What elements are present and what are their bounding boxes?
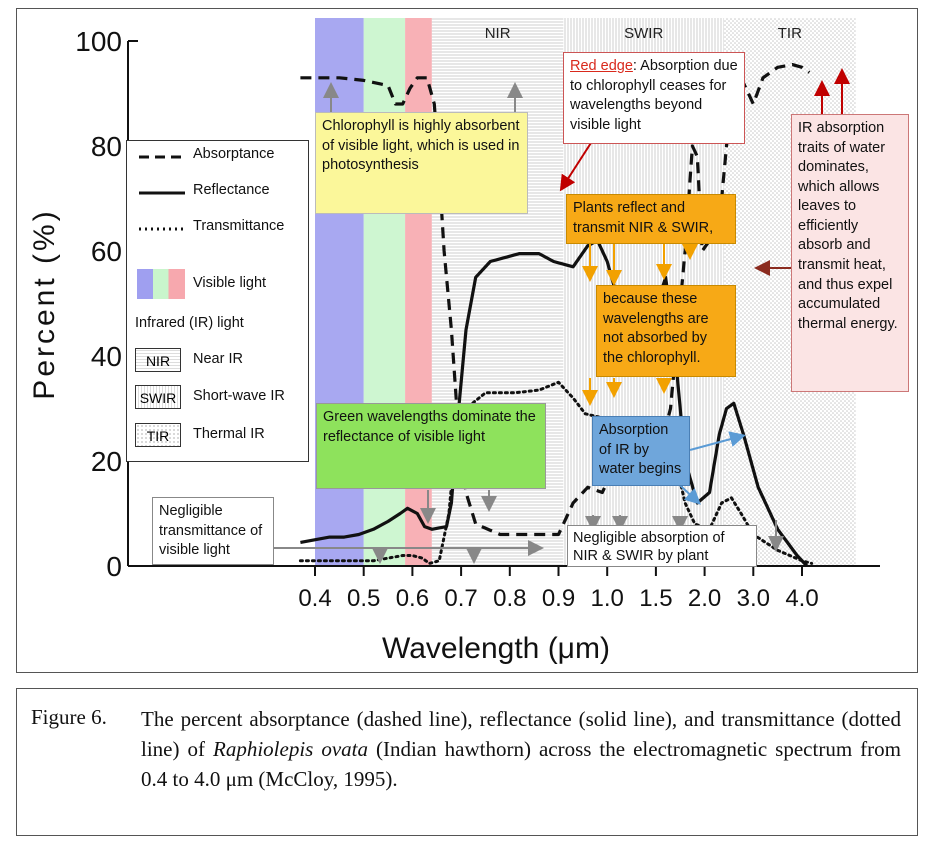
legend-label-absorptance: Absorptance <box>193 146 275 162</box>
y-tick-label: 20 <box>91 446 122 477</box>
x-tick-label: 0.6 <box>396 585 429 612</box>
x-tick-label: 4.0 <box>785 585 818 612</box>
legend-box-nir: NIR <box>135 348 181 372</box>
figure-frame <box>16 8 918 673</box>
legend-label-transmittance: Transmittance <box>193 218 285 234</box>
chart-legend: Absorptance Reflectance Transmittance Vi… <box>126 140 309 462</box>
y-tick-label: 60 <box>91 236 122 267</box>
x-tick-label: 1.0 <box>591 585 624 612</box>
annotation-ir-water: IR absorption traits of water dominates,… <box>791 114 909 392</box>
x-tick-label: 0.4 <box>298 585 331 612</box>
caption-species: Raphiolepis ovata <box>213 736 368 761</box>
x-tick-label: 3.0 <box>737 585 770 612</box>
caption-label: Figure 6. <box>31 705 107 729</box>
band-label-swir: SWIR <box>624 25 663 42</box>
x-tick-label: 2.0 <box>688 585 721 612</box>
legend-box-tir: TIR <box>135 423 181 447</box>
y-tick-label: 0 <box>106 551 122 582</box>
annotation-negligible-transmittance: Negligible transmittance of visible ligh… <box>152 497 274 565</box>
y-tick-label: 100 <box>75 26 122 57</box>
legend-label-reflectance: Reflectance <box>193 182 270 198</box>
x-tick-label: 0.9 <box>542 585 575 612</box>
caption-text: The percent absorptance (dashed line), r… <box>141 705 901 794</box>
x-tick-label: 1.5 <box>639 585 672 612</box>
series-reflectance <box>300 238 809 568</box>
red-edge-text: : Absorption due to chlorophyll ceases f… <box>570 58 738 133</box>
annotation-negligible-absorption: Negligible absorption of NIR & SWIR by p… <box>567 525 757 567</box>
annotation-arrow <box>689 431 746 451</box>
y-tick-label: 40 <box>91 341 122 372</box>
x-tick-label: 0.7 <box>444 585 477 612</box>
caption-text-post: (Indian hawthorn) across the electromagn… <box>141 736 901 791</box>
band-label-nir: NIR <box>485 25 511 42</box>
legend-label-short-wave-ir: Short-wave IR <box>193 388 285 404</box>
annotation-because: because these wavelengths are not absorb… <box>596 285 736 377</box>
legend-label-thermal-ir: Thermal IR <box>193 426 265 442</box>
annotation-plants-reflect: Plants reflect and transmit NIR & SWIR, <box>566 194 736 244</box>
red-edge-title: Red edge <box>570 58 633 74</box>
y-tick-label: 80 <box>91 131 122 162</box>
series-transmittance <box>298 380 814 565</box>
x-tick-label: 0.8 <box>493 585 526 612</box>
x-axis-title: Wavelength (μm) <box>382 632 610 665</box>
legend-visible-swatch <box>137 269 185 299</box>
annotation-red-edge: Red edge: Absorption due to chlorophyll … <box>563 52 745 144</box>
annotation-absorption-ir: Absorption of IR by water begins <box>592 416 690 486</box>
band-label-tir: TIR <box>778 25 802 42</box>
legend-box-swir: SWIR <box>135 385 181 409</box>
annotation-green: Green wavelengths dominate the reflectan… <box>316 403 546 489</box>
legend-label-visible: Visible light <box>193 275 267 291</box>
legend-label-infrared: Infrared (IR) light <box>135 315 244 331</box>
legend-label-near-ir: Near IR <box>193 351 243 367</box>
figure-caption: Figure 6. The percent absorptance (dashe… <box>16 688 918 836</box>
y-axis-title: Percent (%) <box>28 208 61 399</box>
annotation-chlorophyll: Chlorophyll is highly absorbent of visib… <box>315 112 528 214</box>
caption-text-pre: The percent absorptance (dashed line), r… <box>141 707 901 761</box>
legend-line-samples <box>139 155 185 231</box>
x-tick-label: 0.5 <box>347 585 380 612</box>
